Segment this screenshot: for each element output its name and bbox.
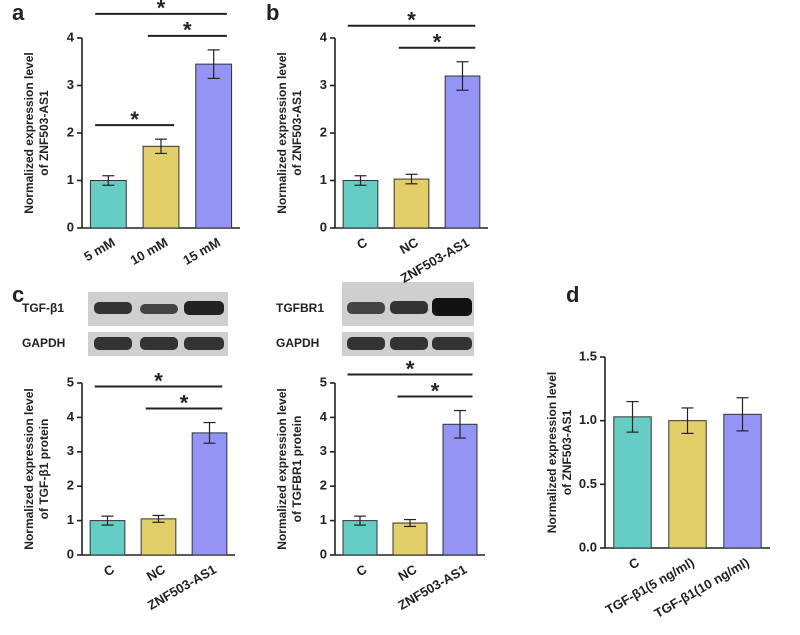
significance-label: * bbox=[130, 107, 139, 132]
significance-label: * bbox=[157, 0, 166, 21]
significance-label: * bbox=[180, 390, 189, 415]
y-tick-label: 2 bbox=[320, 478, 327, 493]
bar bbox=[444, 75, 481, 229]
y-axis-label: Normalized expression level bbox=[275, 388, 289, 549]
y-tick-label: 0.0 bbox=[579, 539, 597, 554]
blot-label: TGFBR1 bbox=[276, 301, 324, 315]
y-tick-label: 5 bbox=[67, 374, 74, 389]
x-tick-label: NC bbox=[144, 561, 168, 584]
y-tick-label: 1 bbox=[320, 512, 327, 527]
y-tick-label: 1 bbox=[67, 172, 74, 187]
x-tick-label: 15 mM bbox=[180, 235, 223, 268]
bar bbox=[140, 518, 177, 556]
y-tick-label: 3 bbox=[67, 77, 74, 92]
y-axis-label: of TGFBR1 protein bbox=[290, 416, 304, 523]
x-tick-label: TGF-β1(5 ng/ml) bbox=[603, 555, 697, 618]
y-tick-label: 3 bbox=[320, 77, 327, 92]
x-tick-label: TGF-β1(10 ng/ml) bbox=[652, 555, 752, 621]
bar bbox=[342, 520, 378, 556]
bar bbox=[392, 522, 428, 556]
y-axis-label: Normalized expression level bbox=[545, 372, 559, 533]
bar bbox=[191, 432, 228, 556]
bar bbox=[195, 63, 233, 229]
y-tick-label: 2 bbox=[320, 124, 327, 139]
y-tick-label: 4 bbox=[320, 409, 328, 424]
blots-c1 bbox=[88, 292, 228, 356]
x-tick-label: 5 mM bbox=[81, 235, 117, 265]
y-axis-label: of ZNF503-AS1 bbox=[560, 410, 574, 496]
y-tick-label: 0 bbox=[67, 546, 74, 561]
significance-label: * bbox=[154, 368, 163, 393]
bar bbox=[668, 420, 707, 549]
y-tick-label: 2 bbox=[67, 124, 74, 139]
bar bbox=[142, 145, 180, 229]
y-axis-label: of TGF-β1 protein bbox=[37, 419, 51, 520]
blot-label: GAPDH bbox=[22, 336, 65, 350]
panel-letter: a bbox=[12, 0, 25, 25]
blots-c2 bbox=[342, 282, 474, 356]
blot-label: GAPDH bbox=[276, 336, 319, 350]
y-axis-label: of ZNF503-AS1 bbox=[290, 90, 304, 176]
significance-label: * bbox=[407, 8, 416, 33]
x-tick-label: C bbox=[626, 554, 642, 572]
bar bbox=[613, 416, 652, 549]
x-tick-label: C bbox=[101, 561, 117, 579]
panel-letter: b bbox=[266, 0, 279, 25]
y-tick-label: 1.5 bbox=[579, 348, 597, 363]
significance-label: * bbox=[433, 30, 442, 55]
significance-label: * bbox=[183, 18, 192, 43]
y-tick-label: 4 bbox=[67, 409, 75, 424]
bar bbox=[342, 180, 379, 229]
y-tick-label: 0 bbox=[320, 219, 327, 234]
y-tick-label: 3 bbox=[67, 443, 74, 458]
y-tick-label: 0 bbox=[320, 546, 327, 561]
y-axis-label: of ZNF503-AS1 bbox=[37, 90, 51, 176]
bar bbox=[393, 178, 430, 229]
y-tick-label: 5 bbox=[320, 374, 327, 389]
bar bbox=[723, 413, 762, 549]
y-tick-label: 0.5 bbox=[579, 476, 597, 491]
y-tick-label: 1 bbox=[67, 512, 74, 527]
bar bbox=[442, 423, 478, 556]
bar bbox=[89, 520, 126, 556]
y-axis-label: Normalized expression level bbox=[22, 388, 36, 549]
blot-label: TGF-β1 bbox=[22, 301, 64, 315]
y-axis-label: Normalized expression level bbox=[22, 52, 36, 213]
x-tick-label: 10 mM bbox=[128, 235, 171, 268]
y-tick-label: 4 bbox=[67, 29, 75, 44]
y-tick-label: 1 bbox=[320, 172, 327, 187]
panel-letter: c bbox=[12, 282, 24, 307]
panel-letter: d bbox=[566, 282, 579, 307]
y-tick-label: 4 bbox=[320, 29, 328, 44]
significance-label: * bbox=[431, 378, 440, 403]
bar bbox=[89, 180, 127, 229]
y-tick-label: 3 bbox=[320, 443, 327, 458]
significance-label: * bbox=[406, 356, 415, 381]
x-tick-label: NC bbox=[395, 561, 419, 584]
x-tick-label: C bbox=[354, 561, 370, 579]
x-tick-label: NC bbox=[397, 234, 421, 257]
y-axis-label: Normalized expression level bbox=[275, 52, 289, 213]
y-tick-label: 2 bbox=[67, 478, 74, 493]
y-tick-label: 1.0 bbox=[579, 412, 597, 427]
x-tick-label: C bbox=[354, 234, 370, 252]
y-tick-label: 0 bbox=[67, 219, 74, 234]
